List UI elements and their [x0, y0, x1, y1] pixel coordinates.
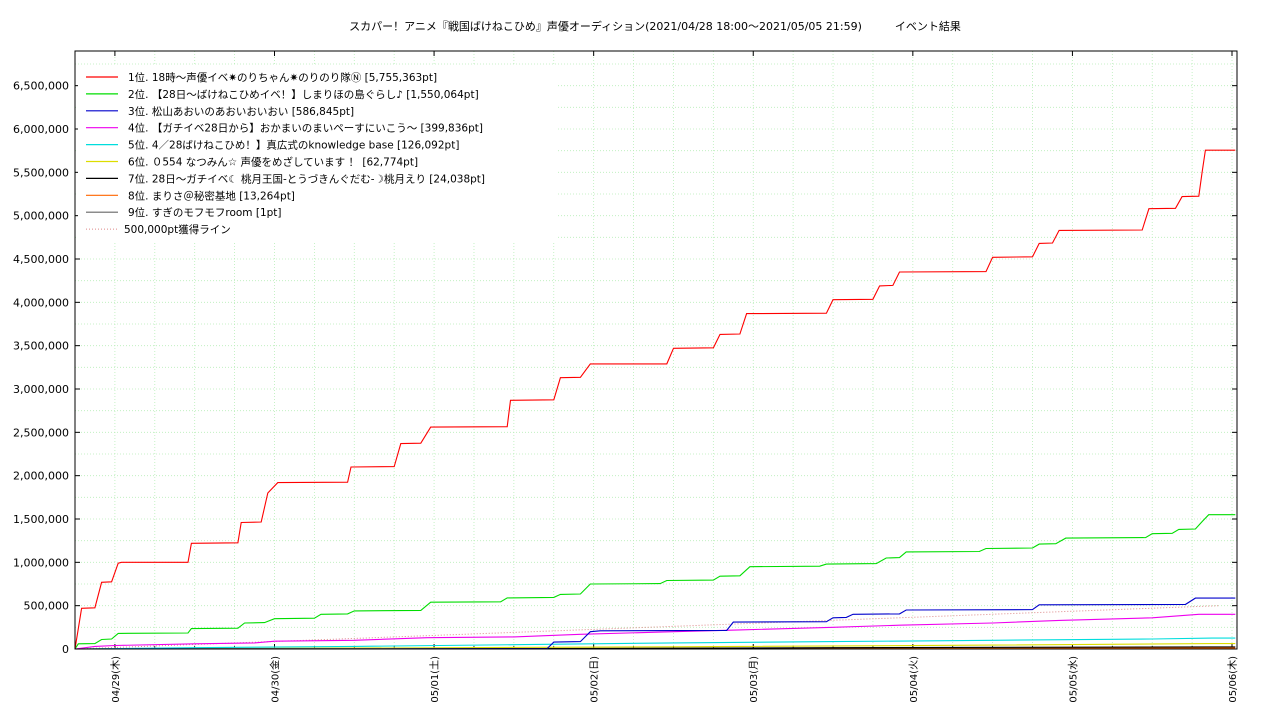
plot-frame [74, 50, 1238, 650]
y-tick-label: 1,500,000 [13, 513, 69, 526]
y-tick-label: 5,500,000 [13, 166, 69, 179]
y-tick-label: 2,000,000 [13, 470, 69, 483]
legend-label-5: 5位. 4／28ばけねこひめ！】真広式のknowledge base [126,… [128, 139, 459, 152]
y-tick-label: 5,000,000 [13, 210, 69, 223]
series-line-6 [74, 643, 1236, 650]
y-tick-label: 6,500,000 [13, 80, 69, 93]
y-tick-label: 4,000,000 [13, 296, 69, 309]
y-tick-label: 1,000,000 [13, 556, 69, 569]
chart-title: スカパー！アニメ『戦国ばけねこひめ』声優オーディション(2021/04/28 1… [349, 19, 961, 33]
x-tick-label: 05/06(木) [1227, 656, 1239, 703]
series-line-1 [74, 149, 1236, 650]
legend-label-7: 7位. 28日〜ガチイベ☾ 桃月王国-とうづきんぐだむ-☽桃月えり [24,03… [128, 172, 485, 185]
x-tick-label: 05/05(水) [1067, 656, 1079, 703]
x-tick-label: 04/30(金) [268, 656, 281, 703]
legend-label-reference: 500,000pt獲得ライン [124, 223, 231, 236]
plot-area: 0 500,000 1,000,000 1,500,000 2,000,000 2,500… [13, 50, 1239, 703]
y-tick-label: 3,500,000 [13, 340, 69, 353]
y-tick-label: 6,000,000 [13, 123, 69, 136]
series-line-5 [74, 637, 1236, 650]
legend-label-3: 3位. 松山あおいのあおいおいおい [586,845pt] [128, 105, 354, 118]
legend-label-4: 4位. 【ガチイベ28日から】おかまいのまいペーすにいこう〜 [399,836p… [128, 122, 483, 135]
legend-label-9: 9位. すぎのモフモフroom [1pt] [128, 206, 282, 219]
series-line-4 [74, 613, 1236, 650]
y-tick-label: 3,000,000 [13, 383, 69, 396]
x-tick-label: 05/02(日) [590, 656, 601, 703]
x-tick-label: 04/29(木) [110, 656, 122, 703]
x-tick-label: 05/01(土) [428, 656, 441, 703]
legend-label-6: 6位. ０554 なつみん☆ 声優をめざしています ！ [62,774pt] [128, 156, 418, 169]
legend-background [78, 65, 556, 242]
y-tick-label: 2,500,000 [13, 426, 69, 439]
legend-label-2: 2位. 【28日〜ばけねこひめイベ！】しまりほの島ぐらし♪ [1,550,064… [128, 88, 479, 101]
series-line-2 [74, 514, 1236, 650]
x-tick-label: 05/04(火) [908, 656, 920, 703]
x-tick-label: 05/03(月) [748, 656, 760, 703]
legend-label-8: 8位. まりさ＠秘密基地 [13,264pt] [128, 189, 295, 202]
y-tick-label: 500,000 [24, 600, 70, 613]
series-line-3 [74, 597, 1236, 650]
y-tick-label: 4,500,000 [13, 253, 69, 266]
y-tick-label: 0 [62, 643, 69, 656]
legend-label-1: 1位. 18時〜声優イベ✷のりちゃん✷のりのり隊Ⓝ [5,755,363pt] [128, 71, 437, 84]
legend: 1位. 18時〜声優イベ✷のりちゃん✷のりのり隊Ⓝ [5,755,363pt] 2… [78, 65, 556, 242]
